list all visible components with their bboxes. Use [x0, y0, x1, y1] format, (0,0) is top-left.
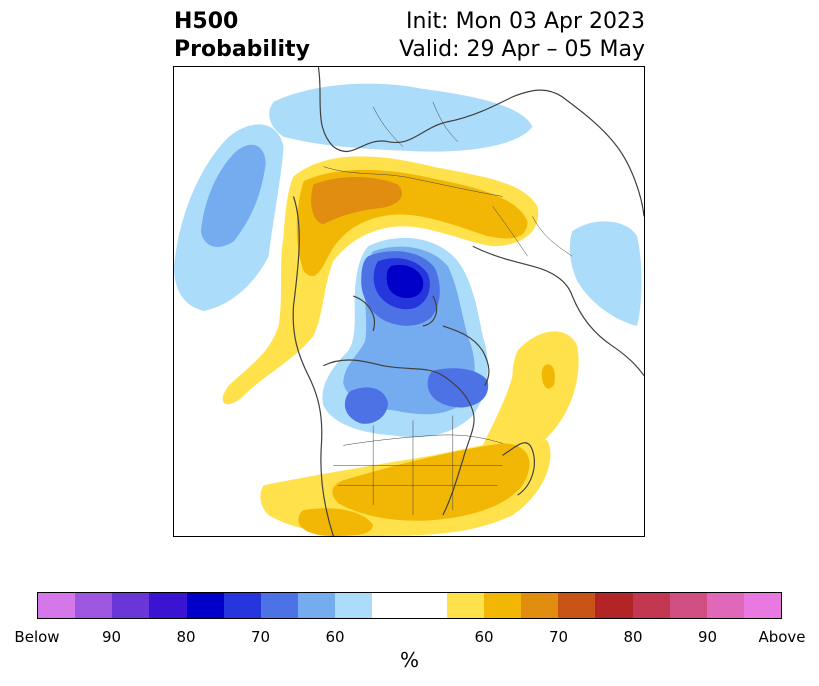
- colorbar-cell: [632, 593, 670, 618]
- map-dates: Init: Mon 03 Apr 2023 Valid: 29 Apr – 05…: [399, 8, 645, 64]
- below-60-region-eurasia: [269, 83, 533, 152]
- colorbar-cell: [706, 593, 744, 618]
- colorbar-cell: [298, 593, 336, 618]
- colorbar-tick-label: 60: [325, 628, 345, 646]
- init-date: Init: Mon 03 Apr 2023: [406, 9, 645, 34]
- colorbar-cell: [112, 593, 150, 618]
- colorbar-cell: [743, 593, 782, 618]
- colorbar-tick-label: 60: [474, 628, 494, 646]
- above-65-region-mexico: [298, 508, 374, 536]
- colorbar-cell: [595, 593, 633, 618]
- above-65-region-usa: [332, 443, 530, 521]
- valid-range: Valid: 29 Apr – 05 May: [399, 37, 645, 62]
- colorbar: [37, 592, 782, 619]
- map-title: H500 Probability: [174, 8, 310, 64]
- colorbar-tick-label: Above: [758, 628, 806, 646]
- below-80-region-hudson: [344, 387, 389, 424]
- colorbar-cell: [372, 593, 410, 618]
- colorbar-cell: [521, 593, 559, 618]
- colorbar-cell: [409, 593, 447, 618]
- coastlines: [292, 67, 644, 536]
- colorbar-cell: [38, 593, 76, 618]
- below-60-region-asia: [569, 221, 642, 326]
- title-variable: H500: [174, 9, 239, 34]
- colorbar-tick-label: 90: [697, 628, 718, 646]
- colorbar-cell: [75, 593, 113, 618]
- colorbar-cell: [558, 593, 596, 618]
- colorbar-cell: [223, 593, 261, 618]
- above-65-region-atlantic: [541, 364, 555, 389]
- colorbar-cell: [186, 593, 224, 618]
- colorbar-cell: [335, 593, 373, 618]
- colorbar-tick-label: 80: [623, 628, 643, 646]
- colorbar-unit-label: %: [399, 648, 419, 672]
- below-90-region-pole: [386, 264, 424, 299]
- colorbar-tick-label: 80: [176, 628, 196, 646]
- colorbar-cell: [669, 593, 707, 618]
- colorbar-ticks: Below 90 80 70 60 60 70 80 90 Above: [14, 628, 805, 646]
- probability-map: [173, 66, 645, 537]
- colorbar-tick-label: 70: [548, 628, 569, 646]
- above-60-region-atlantic: [478, 331, 579, 467]
- colorbar-tick-label: 90: [101, 628, 122, 646]
- colorbar-cell: [446, 593, 484, 618]
- map-svg: [174, 67, 644, 536]
- colorbar-tick-label: Below: [14, 628, 60, 646]
- colorbar-cell: [149, 593, 187, 618]
- title-quantity: Probability: [174, 37, 310, 62]
- below-70-region-westpacific: [200, 144, 266, 247]
- colorbar-tick-label: 70: [250, 628, 271, 646]
- colorbar-cell: [483, 593, 522, 618]
- above-70-region-siberia: [311, 177, 402, 225]
- political-borders: [323, 101, 573, 516]
- colorbar-cell: [260, 593, 299, 618]
